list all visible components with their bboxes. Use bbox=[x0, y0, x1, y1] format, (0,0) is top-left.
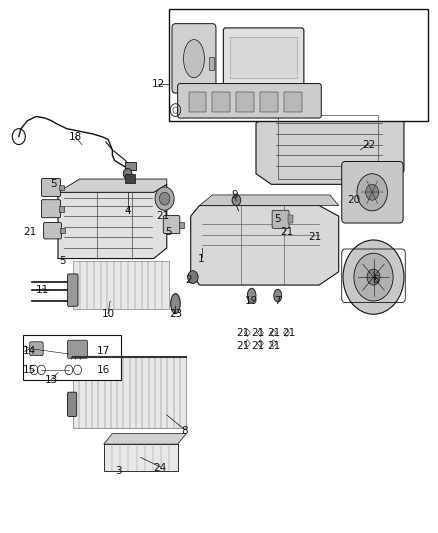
Text: 21: 21 bbox=[282, 328, 295, 338]
Text: 13: 13 bbox=[45, 375, 58, 385]
Polygon shape bbox=[191, 206, 339, 285]
Bar bbox=[125, 174, 135, 183]
Circle shape bbox=[367, 269, 380, 285]
Text: 19: 19 bbox=[245, 296, 258, 306]
FancyBboxPatch shape bbox=[67, 340, 88, 358]
Text: 5: 5 bbox=[275, 214, 281, 224]
Text: 21: 21 bbox=[308, 232, 321, 243]
Bar bbox=[125, 161, 136, 170]
Bar bbox=[212, 92, 230, 112]
Ellipse shape bbox=[274, 289, 282, 302]
FancyBboxPatch shape bbox=[44, 222, 61, 239]
Text: 21: 21 bbox=[237, 328, 250, 338]
Text: 21: 21 bbox=[280, 227, 293, 237]
Text: 20: 20 bbox=[347, 195, 360, 205]
Text: 3: 3 bbox=[116, 466, 122, 475]
Bar bbox=[288, 215, 293, 223]
Bar bbox=[209, 57, 214, 70]
Text: 7: 7 bbox=[275, 296, 281, 306]
Text: 12: 12 bbox=[152, 78, 165, 88]
Ellipse shape bbox=[247, 288, 256, 303]
FancyBboxPatch shape bbox=[178, 84, 321, 118]
FancyBboxPatch shape bbox=[67, 392, 77, 417]
Bar bbox=[188, 92, 206, 112]
Text: 21: 21 bbox=[237, 341, 250, 351]
Circle shape bbox=[343, 240, 404, 314]
Polygon shape bbox=[256, 110, 404, 184]
Text: 15: 15 bbox=[23, 365, 36, 375]
Text: 2: 2 bbox=[185, 274, 192, 285]
Bar bbox=[237, 92, 254, 112]
Text: 24: 24 bbox=[154, 463, 167, 473]
Bar bbox=[284, 92, 302, 112]
Text: 10: 10 bbox=[102, 309, 115, 319]
Text: 8: 8 bbox=[181, 426, 187, 436]
Bar bbox=[230, 37, 297, 78]
Text: 16: 16 bbox=[97, 365, 110, 375]
FancyBboxPatch shape bbox=[163, 216, 180, 233]
FancyBboxPatch shape bbox=[172, 23, 216, 93]
Bar bbox=[59, 206, 64, 212]
Bar bbox=[73, 357, 186, 428]
Text: 23: 23 bbox=[169, 309, 182, 319]
FancyBboxPatch shape bbox=[272, 211, 289, 228]
Bar bbox=[104, 444, 178, 471]
Bar bbox=[23, 335, 121, 381]
Circle shape bbox=[366, 184, 379, 200]
Circle shape bbox=[159, 192, 170, 205]
Circle shape bbox=[232, 195, 241, 206]
FancyBboxPatch shape bbox=[67, 274, 78, 306]
FancyBboxPatch shape bbox=[223, 28, 304, 86]
Bar bbox=[59, 184, 64, 190]
Text: 6: 6 bbox=[372, 274, 379, 285]
Text: 18: 18 bbox=[69, 132, 82, 142]
Text: 5: 5 bbox=[50, 179, 57, 189]
FancyBboxPatch shape bbox=[42, 200, 60, 217]
Text: 9: 9 bbox=[231, 190, 237, 200]
Text: 21: 21 bbox=[251, 341, 265, 351]
FancyBboxPatch shape bbox=[342, 161, 403, 223]
Text: 21: 21 bbox=[23, 227, 36, 237]
Text: 4: 4 bbox=[124, 206, 131, 216]
Ellipse shape bbox=[184, 39, 205, 78]
Bar bbox=[60, 228, 65, 233]
Bar bbox=[179, 222, 184, 228]
Polygon shape bbox=[199, 195, 339, 206]
Polygon shape bbox=[104, 433, 186, 444]
Circle shape bbox=[187, 271, 198, 284]
Text: 17: 17 bbox=[97, 346, 110, 357]
Text: 21: 21 bbox=[251, 328, 265, 338]
Circle shape bbox=[155, 187, 174, 211]
Text: 21: 21 bbox=[267, 341, 280, 351]
Text: 5: 5 bbox=[59, 256, 66, 266]
FancyBboxPatch shape bbox=[30, 342, 43, 356]
Ellipse shape bbox=[171, 294, 180, 314]
Text: 5: 5 bbox=[166, 227, 172, 237]
Circle shape bbox=[354, 253, 393, 301]
Bar bbox=[169, 10, 428, 120]
Text: 21: 21 bbox=[267, 328, 280, 338]
Bar bbox=[260, 92, 278, 112]
Text: 14: 14 bbox=[23, 346, 36, 357]
Circle shape bbox=[123, 168, 132, 179]
Polygon shape bbox=[58, 179, 167, 192]
Circle shape bbox=[357, 174, 388, 211]
FancyBboxPatch shape bbox=[42, 179, 60, 197]
Bar bbox=[278, 115, 378, 179]
Bar bbox=[73, 261, 169, 309]
Text: 22: 22 bbox=[363, 140, 376, 150]
Text: 11: 11 bbox=[36, 285, 49, 295]
Text: 1: 1 bbox=[198, 254, 205, 263]
Text: 21: 21 bbox=[156, 211, 169, 221]
Polygon shape bbox=[58, 184, 167, 259]
